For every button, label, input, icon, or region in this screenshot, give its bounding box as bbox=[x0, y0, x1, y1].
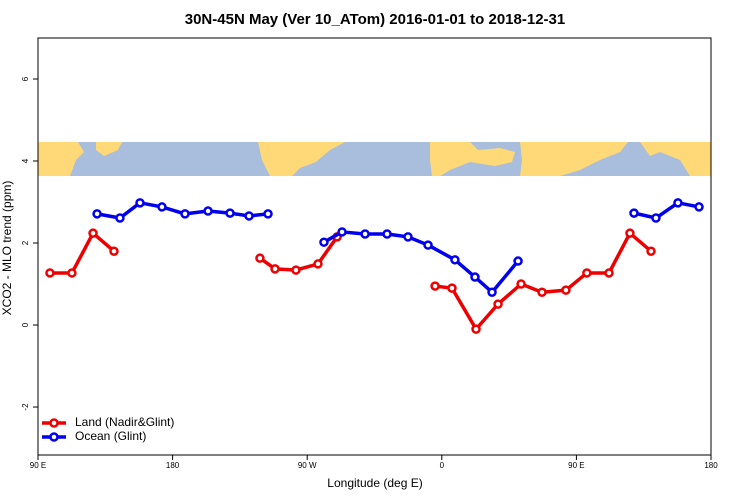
legend-marker bbox=[49, 432, 59, 442]
data-point bbox=[115, 213, 125, 223]
plot-frame bbox=[37, 37, 712, 456]
data-point bbox=[471, 324, 481, 334]
data-point bbox=[135, 198, 145, 208]
data-point bbox=[263, 209, 273, 219]
data-point bbox=[45, 268, 55, 278]
data-point bbox=[157, 202, 167, 212]
x-tick-label: 90 E bbox=[30, 461, 46, 470]
x-tick-label: 90 E bbox=[568, 461, 584, 470]
data-point bbox=[694, 202, 704, 212]
data-point bbox=[447, 283, 457, 293]
x-axis-label: Longitude (deg E) bbox=[327, 476, 422, 490]
data-point bbox=[88, 228, 98, 238]
data-point bbox=[92, 209, 102, 219]
legend-label: Land (Nadir&Glint) bbox=[75, 415, 174, 429]
data-point bbox=[319, 237, 329, 247]
y-tick-label: 4 bbox=[21, 158, 30, 163]
data-point bbox=[493, 299, 503, 309]
data-point bbox=[180, 209, 190, 219]
chart-title: 30N-45N May (Ver 10_ATom) 2016-01-01 to … bbox=[185, 11, 565, 28]
data-point bbox=[646, 246, 656, 256]
data-point bbox=[313, 259, 323, 269]
data-point bbox=[629, 208, 639, 218]
x-tick-label: 0 bbox=[440, 461, 445, 470]
legend-marker bbox=[49, 418, 59, 428]
x-tick-label: 180 bbox=[166, 461, 180, 470]
data-point bbox=[382, 229, 392, 239]
data-point bbox=[487, 287, 497, 297]
y-tick-label: 0 bbox=[21, 322, 30, 327]
data-point bbox=[430, 281, 440, 291]
legend-label: Ocean (Glint) bbox=[75, 429, 146, 443]
data-point bbox=[625, 228, 635, 238]
data-point bbox=[244, 211, 254, 221]
map-band bbox=[38, 142, 711, 176]
y-tick-label: -2 bbox=[21, 403, 30, 411]
data-point bbox=[403, 232, 413, 242]
data-point bbox=[423, 240, 433, 250]
data-point bbox=[337, 227, 347, 237]
data-point bbox=[513, 256, 523, 266]
data-point bbox=[604, 268, 614, 278]
data-point bbox=[561, 285, 571, 295]
data-point bbox=[225, 208, 235, 218]
data-point bbox=[360, 229, 370, 239]
data-point bbox=[470, 272, 480, 282]
y-tick-label: 6 bbox=[21, 76, 30, 81]
data-point bbox=[255, 253, 265, 263]
y-axis-label: XCO2 - MLO trend (ppm) bbox=[0, 181, 14, 316]
data-point bbox=[291, 265, 301, 275]
data-point bbox=[270, 264, 280, 274]
data-point bbox=[582, 268, 592, 278]
x-tick-label: 180 bbox=[704, 461, 718, 470]
x-tick-label: 90 W bbox=[298, 461, 317, 470]
data-point bbox=[537, 287, 547, 297]
data-point bbox=[67, 268, 77, 278]
series-line bbox=[49, 231, 653, 331]
data-point bbox=[109, 246, 119, 256]
data-point bbox=[450, 255, 460, 265]
data-point bbox=[516, 279, 526, 289]
data-point bbox=[673, 198, 683, 208]
data-point bbox=[651, 213, 661, 223]
data-point bbox=[203, 206, 213, 216]
y-tick-label: 2 bbox=[21, 240, 30, 245]
